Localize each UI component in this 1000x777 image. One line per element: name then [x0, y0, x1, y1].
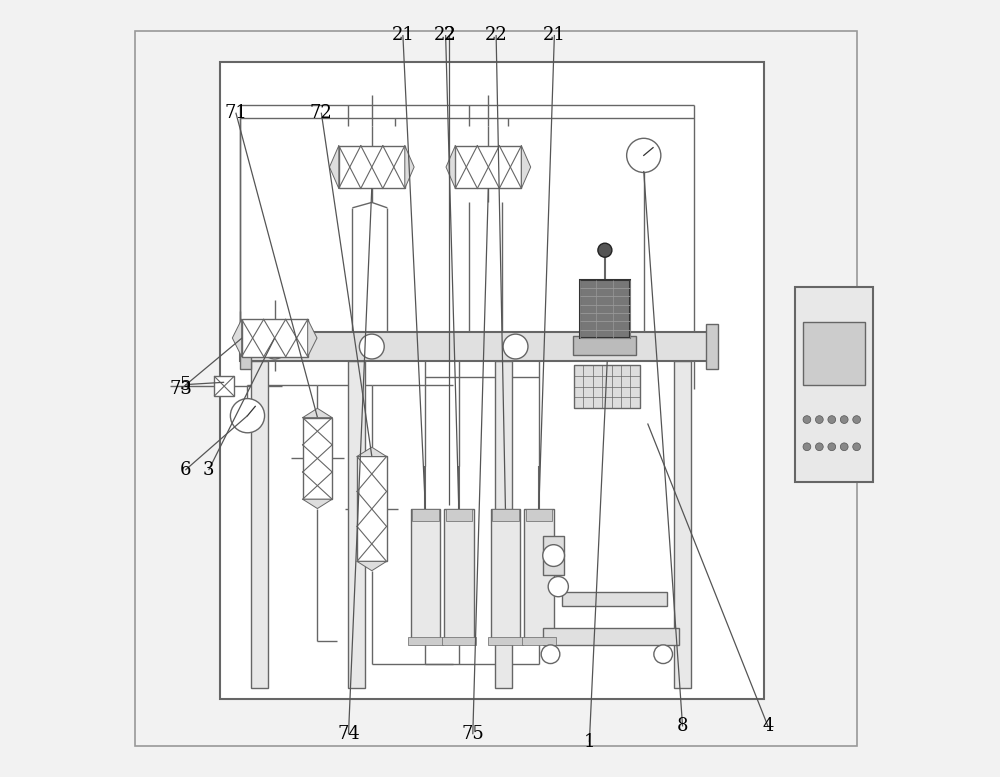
- Circle shape: [627, 138, 661, 172]
- Circle shape: [541, 645, 560, 664]
- Polygon shape: [303, 500, 332, 509]
- Bar: [492, 509, 519, 521]
- Text: 21: 21: [543, 26, 566, 44]
- Text: 22: 22: [434, 26, 457, 44]
- Circle shape: [840, 416, 848, 423]
- Polygon shape: [446, 146, 455, 188]
- Circle shape: [230, 399, 265, 433]
- Text: 1: 1: [584, 733, 595, 751]
- Polygon shape: [308, 319, 317, 357]
- Bar: [242, 319, 308, 357]
- Polygon shape: [405, 146, 414, 188]
- Circle shape: [803, 443, 811, 451]
- Bar: [580, 280, 630, 338]
- Bar: [412, 509, 439, 521]
- Bar: [674, 361, 691, 688]
- Bar: [562, 592, 667, 606]
- Bar: [543, 536, 564, 575]
- Bar: [303, 418, 332, 500]
- Bar: [455, 145, 521, 188]
- Circle shape: [548, 577, 568, 597]
- Circle shape: [803, 416, 811, 423]
- Text: 73: 73: [170, 379, 193, 398]
- Text: 71: 71: [224, 103, 247, 122]
- Bar: [348, 361, 365, 688]
- Bar: [491, 509, 520, 641]
- Text: 3: 3: [203, 461, 214, 479]
- Bar: [220, 62, 764, 699]
- Text: 8: 8: [677, 717, 688, 736]
- Circle shape: [262, 334, 287, 359]
- Bar: [573, 336, 636, 355]
- Bar: [803, 322, 865, 385]
- Text: 2: 2: [444, 26, 455, 44]
- Text: 74: 74: [337, 725, 360, 744]
- Polygon shape: [521, 146, 531, 188]
- Circle shape: [840, 443, 848, 451]
- Bar: [574, 365, 640, 408]
- Bar: [522, 637, 556, 645]
- Circle shape: [815, 416, 823, 423]
- Text: 4: 4: [762, 717, 774, 736]
- Bar: [446, 509, 472, 521]
- Circle shape: [853, 443, 861, 451]
- Circle shape: [815, 443, 823, 451]
- Text: 6: 6: [180, 461, 191, 479]
- Bar: [411, 509, 440, 641]
- Circle shape: [654, 645, 672, 664]
- Bar: [526, 509, 552, 521]
- Polygon shape: [357, 561, 387, 570]
- Bar: [495, 361, 512, 688]
- Polygon shape: [232, 319, 242, 357]
- Text: 5: 5: [180, 375, 191, 394]
- Circle shape: [828, 416, 836, 423]
- Bar: [408, 637, 443, 645]
- Polygon shape: [357, 448, 387, 457]
- Circle shape: [853, 416, 861, 423]
- Bar: [444, 509, 474, 641]
- Text: 72: 72: [310, 103, 333, 122]
- Bar: [214, 376, 234, 396]
- Circle shape: [598, 243, 612, 257]
- Text: 22: 22: [485, 26, 507, 44]
- Bar: [706, 324, 718, 369]
- Circle shape: [359, 334, 384, 359]
- Bar: [251, 361, 268, 688]
- Polygon shape: [303, 409, 332, 418]
- Bar: [339, 145, 405, 188]
- Circle shape: [503, 334, 528, 359]
- Bar: [795, 287, 873, 482]
- Bar: [357, 457, 387, 561]
- Bar: [488, 637, 523, 645]
- Text: 21: 21: [391, 26, 414, 44]
- Circle shape: [543, 545, 564, 566]
- Bar: [543, 628, 679, 645]
- Bar: [442, 637, 476, 645]
- Bar: [240, 332, 714, 361]
- Bar: [524, 509, 554, 641]
- Bar: [240, 324, 251, 369]
- Polygon shape: [329, 146, 339, 188]
- Text: 75: 75: [461, 725, 484, 744]
- Circle shape: [828, 443, 836, 451]
